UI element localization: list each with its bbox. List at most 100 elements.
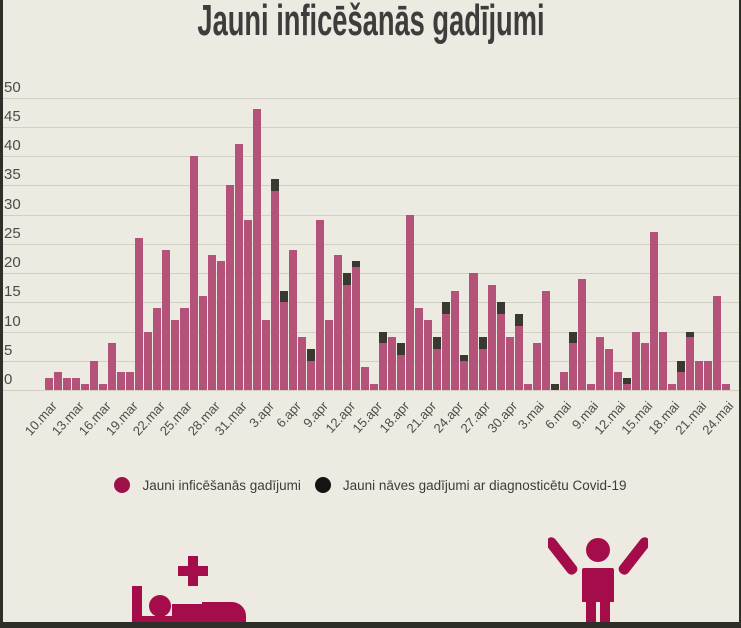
case-bar-segment: [234, 144, 243, 390]
bar-column: [90, 360, 99, 390]
case-bar-segment: [216, 261, 225, 390]
grid-line: [3, 126, 739, 128]
bar-column: [315, 220, 324, 390]
bar-column: [270, 179, 279, 390]
case-bar-segment: [532, 343, 541, 390]
bar-column: [297, 337, 306, 390]
bar-column: [704, 360, 713, 390]
case-bar-segment: [613, 372, 622, 390]
case-bar-segment: [650, 232, 659, 390]
bar-column: [162, 249, 171, 390]
bar-column: [144, 331, 153, 390]
death-bar-segment: [343, 273, 352, 285]
case-bar-segment: [388, 337, 397, 390]
bar-column: [63, 378, 72, 390]
case-bar-segment: [406, 214, 415, 390]
bar-column: [180, 308, 189, 390]
case-bar-segment: [469, 273, 478, 390]
y-axis-label: 50: [4, 78, 21, 96]
bar-column: [550, 384, 559, 390]
legend-label-cases: Jauni inficēšanās gadījumi: [142, 477, 301, 493]
y-axis-label: 20: [4, 254, 21, 271]
bar-column: [225, 185, 234, 390]
case-bar-segment: [541, 290, 550, 390]
case-bar-segment: [270, 191, 279, 390]
case-bar-segment: [722, 384, 731, 390]
bar-column: [568, 331, 577, 390]
case-bar-segment: [460, 360, 469, 390]
death-bar-segment: [379, 331, 388, 344]
bar-column: [677, 360, 686, 390]
case-bar-segment: [126, 372, 135, 390]
window-bottom-border: [0, 622, 741, 628]
bar-column: [189, 156, 198, 390]
case-bar-segment: [144, 331, 153, 390]
chart-title: Jauni inficēšanās gadījumi: [196, 0, 545, 45]
case-bar-segment: [45, 378, 54, 390]
bar-column: [216, 261, 225, 390]
case-bar-segment: [225, 185, 234, 390]
bar-column: [261, 319, 270, 390]
bar-column: [586, 384, 595, 390]
case-bar-segment: [686, 337, 695, 390]
bar-column: [433, 337, 442, 390]
case-bar-segment: [153, 308, 162, 390]
bar-column: [54, 372, 63, 390]
bar-column: [451, 290, 460, 390]
case-bar-segment: [243, 220, 252, 390]
death-bar-segment: [568, 331, 577, 344]
bar-column: [686, 331, 695, 390]
case-bar-segment: [261, 319, 270, 390]
bar-column: [252, 109, 261, 390]
case-bar-segment: [198, 296, 207, 390]
case-bar-segment: [81, 384, 90, 390]
y-axis-label: 10: [4, 312, 21, 330]
case-bar-segment: [704, 360, 713, 390]
bar-column: [613, 372, 622, 390]
window-right-border: [739, 0, 741, 628]
bar-column: [487, 284, 496, 390]
grid-line: [3, 273, 739, 274]
bar-column: [279, 290, 288, 390]
y-axis-label: 15: [4, 283, 21, 301]
case-bar-segment: [677, 372, 686, 390]
death-bar-segment: [352, 261, 361, 268]
case-bar-segment: [180, 308, 189, 390]
bar-column: [442, 302, 451, 390]
bar-column: [604, 349, 613, 390]
case-bar-segment: [370, 384, 379, 390]
case-bar-segment: [487, 284, 496, 390]
x-axis-label: 27.apr: [457, 398, 494, 436]
death-bar-segment: [279, 290, 288, 303]
case-bar-segment: [90, 360, 99, 390]
grid-line: [3, 390, 739, 391]
case-bar-segment: [189, 156, 198, 390]
x-axis-label: 6.apr: [272, 398, 304, 431]
death-bar-segment: [460, 354, 469, 361]
case-bar-segment: [162, 249, 171, 390]
deaths-dot-icon: [314, 477, 331, 493]
grid-line: [3, 360, 739, 362]
bar-column: [641, 343, 650, 390]
case-bar-segment: [315, 220, 324, 390]
person-arms-raised-icon: [545, 528, 651, 628]
bar-column: [397, 343, 406, 390]
case-bar-segment: [442, 313, 451, 390]
case-bar-segment: [496, 313, 505, 390]
grid-line: [3, 156, 739, 157]
case-bar-segment: [595, 337, 604, 390]
death-bar-segment: [686, 331, 695, 338]
window-left-border: [0, 0, 3, 628]
grid-line: [3, 185, 739, 187]
case-bar-segment: [451, 290, 460, 390]
page-title: Jauni inficēšanās gadījumi: [0, 0, 741, 46]
bar-column: [388, 337, 397, 390]
bar-column: [469, 273, 478, 390]
death-bar-segment: [306, 349, 315, 361]
case-bar-segment: [623, 384, 632, 390]
death-bar-segment: [433, 337, 442, 350]
y-axis-label: 35: [4, 166, 21, 184]
y-axis-label: 40: [4, 137, 21, 154]
cases-dot-icon: [114, 477, 131, 493]
bar-column: [532, 343, 541, 390]
